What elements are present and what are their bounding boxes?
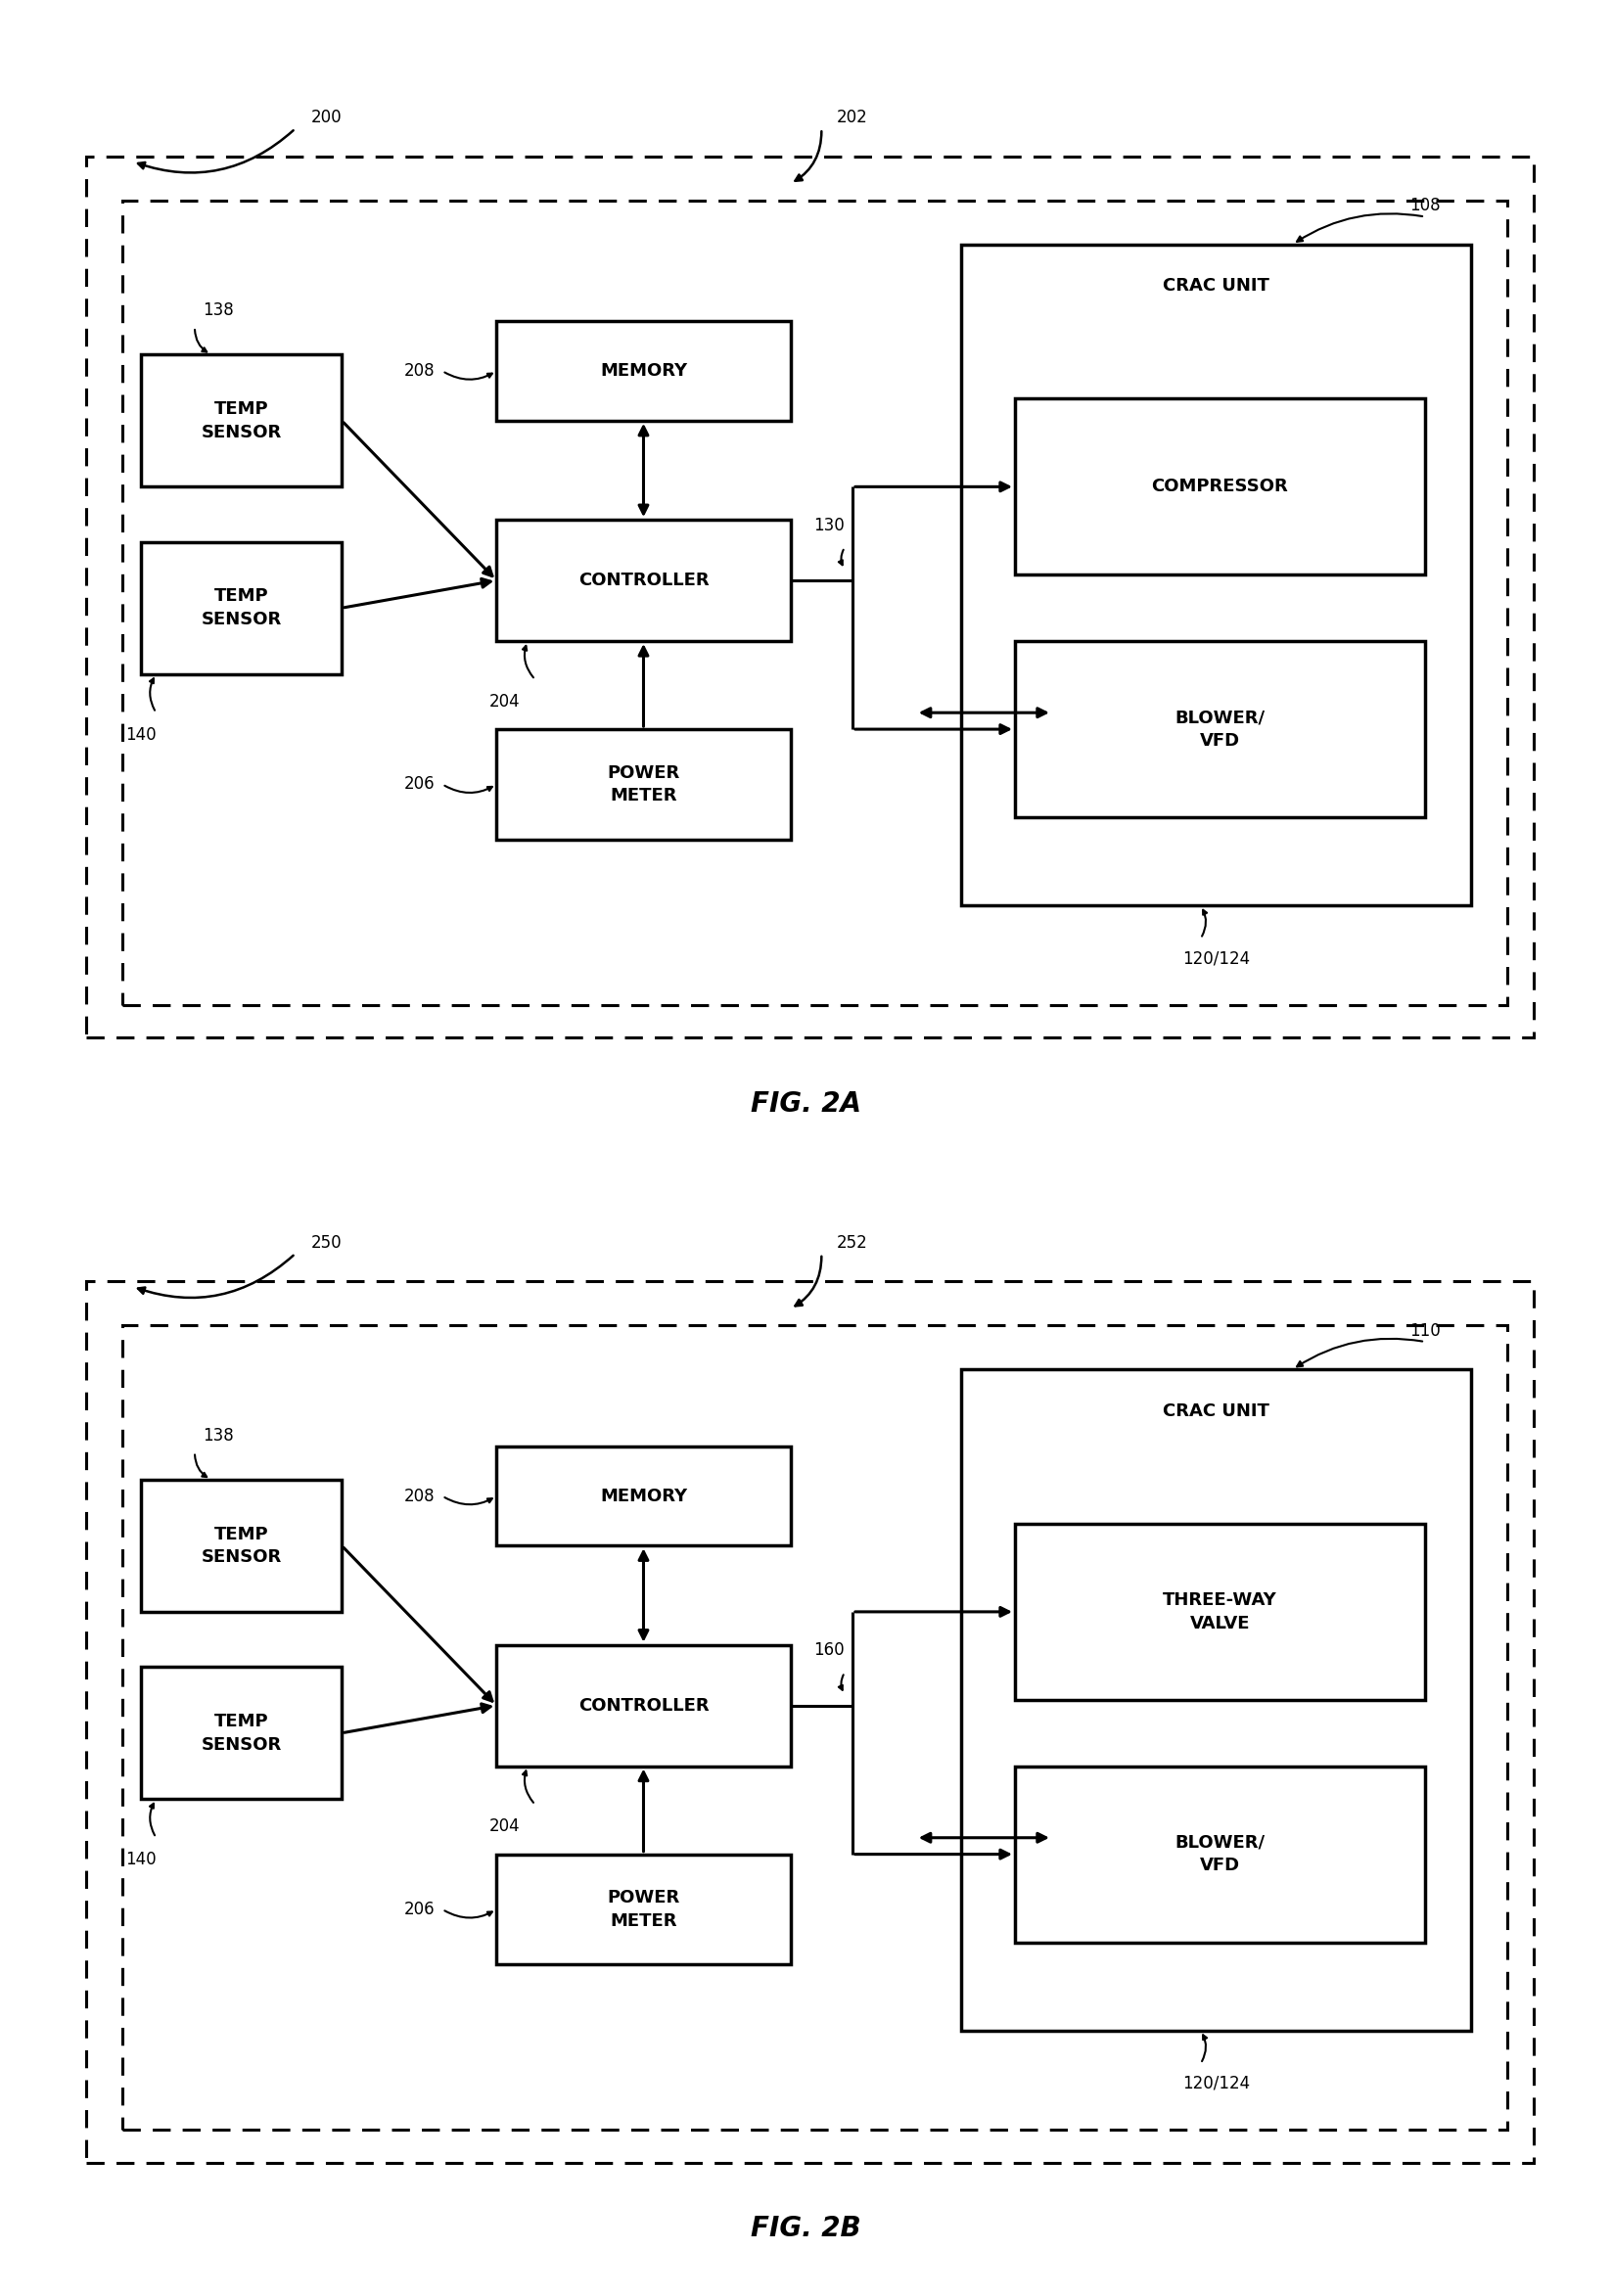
Text: 130: 130: [814, 517, 845, 535]
Bar: [496, 321, 790, 420]
Bar: [961, 243, 1472, 905]
Bar: [496, 730, 790, 840]
Text: 202: 202: [837, 108, 867, 126]
Text: 208: 208: [403, 1488, 435, 1504]
Text: CRAC UNIT: CRAC UNIT: [1162, 278, 1269, 294]
Bar: [1016, 1766, 1425, 1942]
Text: 252: 252: [837, 1233, 867, 1251]
Bar: [123, 1325, 1507, 2131]
Text: 208: 208: [403, 363, 435, 379]
Bar: [496, 519, 790, 641]
Bar: [1016, 641, 1425, 817]
Bar: [140, 542, 342, 675]
Text: 206: 206: [403, 1901, 435, 1917]
Bar: [140, 1667, 342, 1800]
Text: TEMP
SENSOR: TEMP SENSOR: [202, 400, 282, 441]
Text: CONTROLLER: CONTROLLER: [579, 572, 709, 590]
Text: 120/124: 120/124: [1182, 951, 1249, 967]
Bar: [87, 1281, 1533, 2163]
Text: 160: 160: [814, 1642, 845, 1660]
Text: 110: 110: [1409, 1322, 1441, 1339]
Bar: [140, 1479, 342, 1612]
Bar: [1016, 1525, 1425, 1699]
Text: 108: 108: [1409, 197, 1441, 214]
Text: 120/124: 120/124: [1182, 2076, 1249, 2092]
Text: 140: 140: [126, 1851, 156, 1869]
Text: TEMP
SENSOR: TEMP SENSOR: [202, 1525, 282, 1566]
Text: THREE-WAY
VALVE: THREE-WAY VALVE: [1162, 1591, 1277, 1632]
Bar: [140, 354, 342, 487]
Bar: [496, 1855, 790, 1965]
Text: BLOWER/
VFD: BLOWER/ VFD: [1175, 709, 1265, 748]
Text: CONTROLLER: CONTROLLER: [579, 1697, 709, 1715]
Text: TEMP
SENSOR: TEMP SENSOR: [202, 1713, 282, 1754]
Bar: [496, 1644, 790, 1766]
Text: 140: 140: [126, 726, 156, 744]
Text: MEMORY: MEMORY: [600, 363, 687, 379]
Text: POWER
METER: POWER METER: [608, 765, 680, 804]
Text: CRAC UNIT: CRAC UNIT: [1162, 1403, 1269, 1419]
Bar: [123, 200, 1507, 1006]
Text: 204: 204: [488, 1818, 519, 1835]
Text: TEMP
SENSOR: TEMP SENSOR: [202, 588, 282, 629]
Text: POWER
METER: POWER METER: [608, 1890, 680, 1929]
Bar: [87, 156, 1533, 1038]
Text: 138: 138: [203, 301, 234, 319]
Text: 206: 206: [403, 776, 435, 792]
Text: 200: 200: [311, 108, 342, 126]
Text: MEMORY: MEMORY: [600, 1488, 687, 1504]
Text: 250: 250: [311, 1233, 342, 1251]
Text: 204: 204: [488, 693, 519, 709]
Text: FIG. 2A: FIG. 2A: [751, 1091, 861, 1118]
Bar: [961, 1368, 1472, 2030]
Bar: [496, 1446, 790, 1545]
Text: 138: 138: [203, 1426, 234, 1444]
Bar: [1016, 400, 1425, 574]
Text: FIG. 2B: FIG. 2B: [751, 2216, 861, 2243]
Text: COMPRESSOR: COMPRESSOR: [1151, 478, 1288, 496]
Text: BLOWER/
VFD: BLOWER/ VFD: [1175, 1835, 1265, 1874]
